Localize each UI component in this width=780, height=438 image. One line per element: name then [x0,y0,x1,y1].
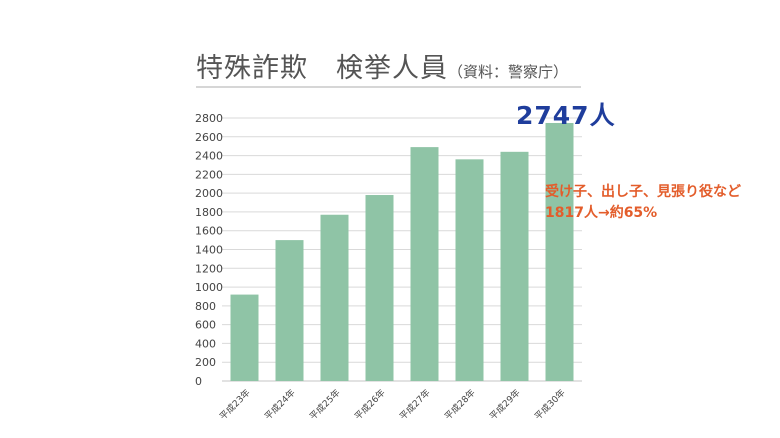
y-tick-label: 2200 [195,168,223,181]
y-tick-label: 1000 [195,281,223,294]
y-tick-label: 1600 [195,225,223,238]
x-tick-label: 平成30年 [532,387,568,423]
annotation: 受け子、出し子、見張り役など 1817人→約65% [545,182,741,224]
bar-平成29年 [500,151,529,381]
y-tick-label: 200 [195,356,216,369]
x-tick-label: 平成27年 [397,387,433,423]
y-tick-label: 2400 [195,150,223,163]
y-tick-label: 0 [195,375,202,388]
chart-title-main: 特殊詐欺 検挙人員 [196,53,448,84]
bar-平成24年 [275,240,304,381]
annotation-line-1: 受け子、出し子、見張り役など [545,184,741,200]
highlight-label: 2747人 [516,101,616,130]
y-tick-label: 2800 [195,112,223,125]
y-tick-label: 800 [195,300,216,313]
x-tick-label: 平成29年 [487,387,523,423]
y-tick-label: 2600 [195,131,223,144]
y-tick-label: 400 [195,337,216,350]
y-tick-label: 2000 [195,187,223,200]
y-tick-label: 1800 [195,206,223,219]
bar-平成27年 [410,147,439,381]
x-tick-label: 平成28年 [442,387,478,423]
bar-平成28年 [455,159,484,381]
x-tick-label: 平成25年 [307,387,343,423]
x-tick-label: 平成24年 [262,387,298,423]
y-tick-label: 1200 [195,262,223,275]
title-underline [196,86,581,88]
bar-平成30年 [545,122,574,381]
bar-平成26年 [365,195,394,381]
x-tick-label: 平成23年 [217,387,253,423]
x-tick-label: 平成26年 [352,387,388,423]
chart-title: 特殊詐欺 検挙人員（資料：警察庁） [196,46,568,85]
chart-title-source: （資料：警察庁） [448,63,569,81]
annotation-line-2: 1817人→約65% [545,205,658,221]
y-tick-label: 1400 [195,244,223,257]
y-tick-label: 600 [195,319,216,332]
bar-平成25年 [320,214,349,381]
bar-平成23年 [230,294,259,381]
